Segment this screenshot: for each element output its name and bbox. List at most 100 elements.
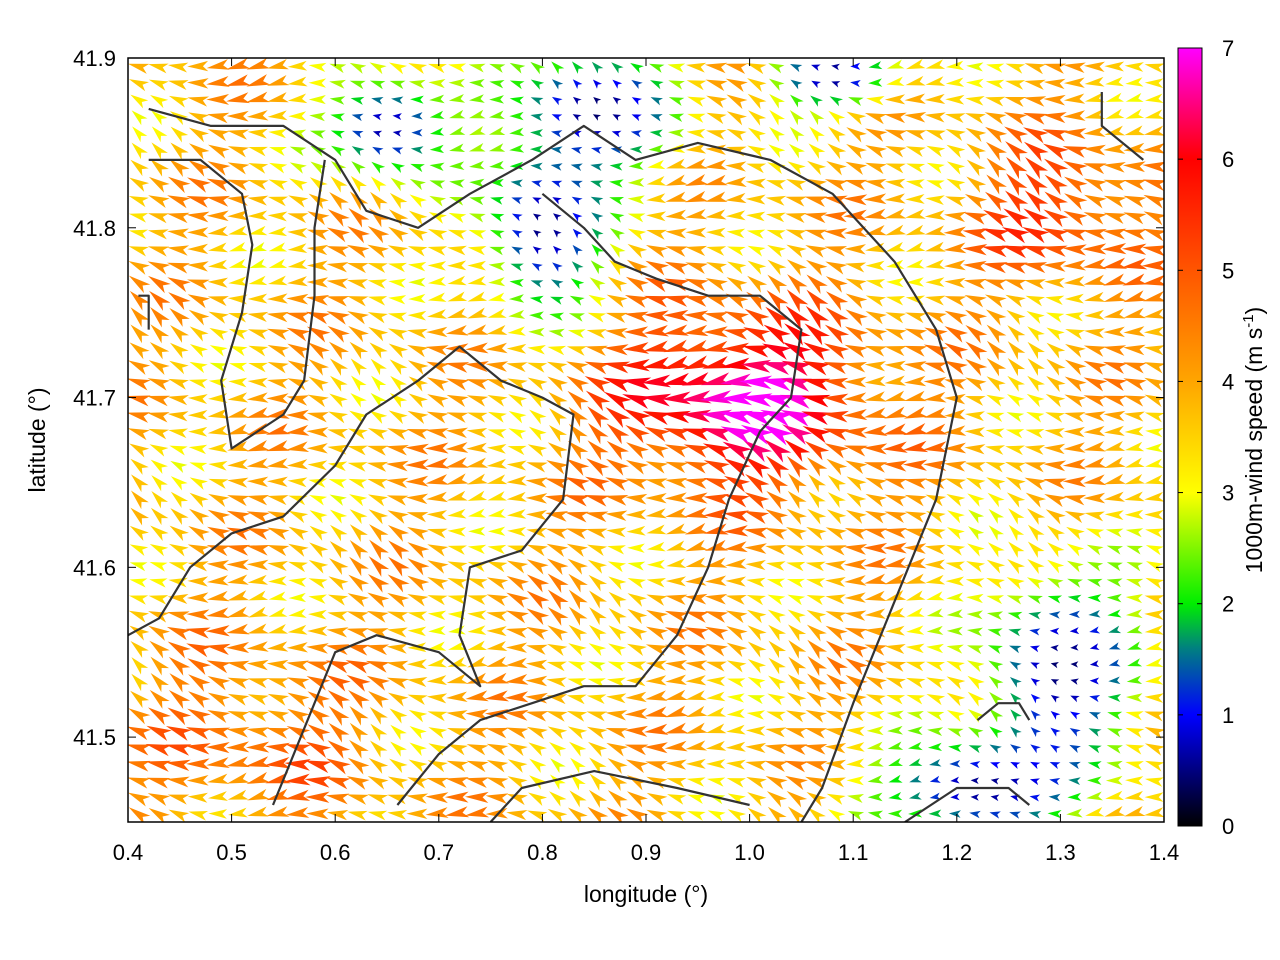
wind-arrow — [167, 212, 190, 224]
wind-arrow — [326, 296, 350, 307]
wind-arrows — [128, 58, 1164, 822]
wind-arrow — [906, 677, 926, 689]
x-axis: 0.4 0.5 0.6 0.7 0.8 0.9 1.0 1.1 1.2 1.3 1.4 — [113, 58, 1179, 865]
wind-arrow — [624, 311, 649, 323]
wind-arrow — [704, 62, 728, 74]
wind-arrow — [187, 409, 208, 420]
wind-arrow — [469, 94, 485, 103]
wind-arrow — [246, 476, 269, 488]
wind-arrow — [310, 161, 327, 175]
wind-arrow — [885, 145, 907, 158]
wind-arrow — [747, 807, 767, 822]
wind-arrow — [680, 409, 712, 423]
wind-arrow — [305, 661, 330, 673]
wind-arrow — [1124, 62, 1144, 72]
wind-arrow — [650, 114, 663, 122]
wind-arrow — [506, 460, 527, 471]
wind-arrow — [131, 474, 149, 493]
wind-arrow — [607, 790, 628, 809]
wind-arrow — [287, 93, 308, 104]
wind-arrow — [590, 196, 604, 206]
wind-arrow — [488, 126, 506, 136]
wind-arrow — [487, 508, 507, 518]
wind-arrow — [530, 79, 545, 90]
wind-arrow — [227, 162, 250, 175]
wind-arrow — [759, 377, 793, 392]
wind-arrow — [348, 208, 370, 228]
wind-arrow — [329, 96, 346, 105]
wind-arrow — [347, 279, 369, 290]
wind-arrow — [128, 412, 151, 423]
wind-arrow — [570, 773, 586, 791]
wind-arrow — [330, 113, 345, 122]
wind-arrow — [1006, 394, 1025, 407]
wind-arrow — [149, 290, 171, 311]
wind-arrow — [226, 74, 251, 86]
wind-arrow — [949, 760, 961, 768]
wind-arrow — [867, 757, 884, 767]
wind-arrow — [1121, 258, 1148, 270]
wind-arrow — [1042, 143, 1069, 161]
wind-arrow — [668, 128, 685, 138]
wind-arrow — [369, 740, 388, 758]
wind-arrow — [328, 411, 349, 424]
wind-arrow — [486, 641, 508, 652]
wind-arrow — [987, 492, 1005, 508]
wind-arrow — [1049, 762, 1061, 770]
wind-arrow — [387, 627, 408, 638]
wind-arrow — [347, 757, 370, 775]
wind-arrow — [128, 792, 151, 807]
wind-arrow — [487, 444, 507, 454]
wind-arrow — [865, 311, 887, 325]
wind-arrow — [1125, 528, 1144, 538]
wind-arrow — [488, 277, 506, 287]
wind-arrow — [725, 192, 747, 204]
wind-arrow — [509, 278, 524, 288]
wind-arrow — [207, 676, 231, 691]
wind-arrow — [904, 511, 927, 523]
wind-arrow — [945, 113, 966, 124]
wind-arrow — [247, 806, 269, 817]
wind-arrow — [606, 807, 629, 822]
wind-arrow — [569, 741, 587, 757]
wind-arrow — [1042, 227, 1069, 243]
wind-arrow — [986, 340, 1007, 361]
wind-arrow — [864, 375, 886, 387]
wind-arrow — [743, 527, 769, 539]
wind-arrow — [745, 742, 767, 754]
wind-arrow — [369, 706, 388, 725]
wind-arrow — [650, 80, 664, 90]
wind-arrow — [591, 146, 603, 155]
wind-arrow — [387, 328, 408, 341]
wind-arrow — [1126, 675, 1143, 685]
wind-arrow — [1089, 660, 1100, 668]
wind-arrow — [1027, 341, 1045, 360]
wind-arrow — [288, 608, 307, 618]
wind-arrow — [266, 659, 289, 671]
wind-arrow — [970, 794, 980, 801]
wind-arrow — [187, 294, 210, 309]
wind-arrow — [1123, 179, 1147, 191]
wind-arrow — [943, 226, 967, 238]
wind-arrow — [1087, 776, 1102, 785]
wind-arrow — [1010, 761, 1021, 770]
wind-arrow — [489, 63, 506, 73]
wind-arrow — [425, 474, 449, 485]
wind-arrow — [1102, 361, 1128, 374]
wind-arrow — [1103, 308, 1126, 319]
wind-arrow — [388, 262, 408, 273]
wind-arrow — [1023, 127, 1049, 144]
wind-arrow — [944, 259, 966, 271]
wind-arrow — [825, 692, 848, 708]
wind-arrow — [266, 393, 289, 404]
wind-arrow — [805, 545, 827, 556]
wind-arrow — [1127, 641, 1143, 650]
wind-arrow — [1105, 528, 1124, 538]
wind-arrow — [627, 643, 647, 656]
wind-arrow — [564, 476, 590, 492]
wind-arrow — [267, 378, 289, 389]
wind-arrow — [1043, 209, 1069, 228]
wind-arrow — [268, 575, 287, 586]
wind-arrow — [645, 244, 668, 258]
wind-arrow — [506, 809, 528, 821]
